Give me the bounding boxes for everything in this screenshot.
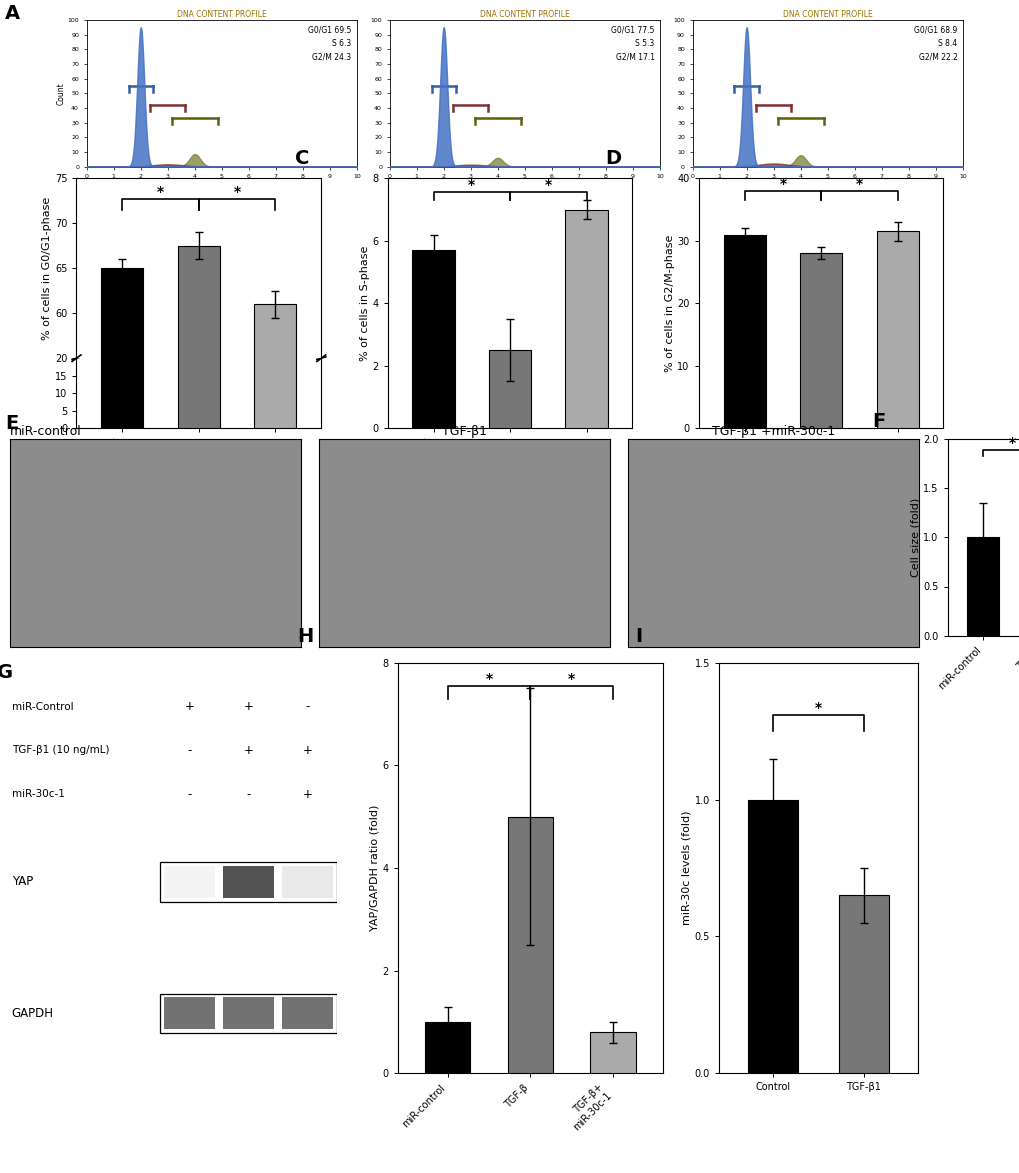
Bar <box>223 866 273 897</box>
Bar <box>281 866 332 897</box>
Text: miR-control: miR-control <box>10 425 82 438</box>
Text: *: * <box>1008 435 1015 449</box>
Bar <box>565 210 607 428</box>
Bar <box>875 231 918 428</box>
Text: G2/M 22.2: G2/M 22.2 <box>918 52 957 61</box>
Y-axis label: miR-30c levels (fold): miR-30c levels (fold) <box>682 811 691 925</box>
Text: A: A <box>5 4 20 22</box>
Text: *: * <box>233 185 240 199</box>
Bar <box>159 994 337 1033</box>
Text: C: C <box>294 149 309 168</box>
Text: F: F <box>871 412 884 430</box>
Text: miR-30c-1: miR-30c-1 <box>12 789 64 799</box>
Text: H: H <box>297 628 313 646</box>
Text: +: + <box>302 744 312 757</box>
Text: -: - <box>187 744 192 757</box>
Bar <box>223 997 273 1029</box>
Y-axis label: % of cells in G0/G1-phase: % of cells in G0/G1-phase <box>42 197 52 340</box>
Text: -: - <box>305 700 309 713</box>
Y-axis label: Cell size (fold): Cell size (fold) <box>910 497 919 577</box>
Bar <box>164 997 215 1029</box>
Bar <box>424 1022 470 1073</box>
Bar <box>101 201 144 428</box>
Bar <box>748 800 798 1073</box>
Text: G2/M 24.3: G2/M 24.3 <box>312 52 352 61</box>
Bar <box>799 253 842 428</box>
Title: TGF-β1: TGF-β1 <box>441 425 487 438</box>
Bar <box>722 235 765 428</box>
X-axis label: DNA CONTENT INDEX: DNA CONTENT INDEX <box>483 181 566 190</box>
Text: YAP: YAP <box>12 875 33 888</box>
Text: +: + <box>302 788 312 801</box>
Text: *: * <box>468 178 475 192</box>
Bar <box>177 192 220 428</box>
Text: *: * <box>157 185 164 199</box>
Text: +: + <box>184 700 195 713</box>
Text: S 8.4: S 8.4 <box>937 39 957 48</box>
Text: *: * <box>779 177 786 191</box>
Text: G0/G1 68.9: G0/G1 68.9 <box>913 26 957 35</box>
Text: S 5.3: S 5.3 <box>635 39 654 48</box>
X-axis label: DNA CONTENT INDEX: DNA CONTENT INDEX <box>786 181 868 190</box>
Bar <box>838 895 888 1073</box>
Bar <box>412 250 454 428</box>
Text: *: * <box>568 672 575 686</box>
Bar <box>966 537 999 636</box>
Text: TGF-β1 (10 ng/mL): TGF-β1 (10 ng/mL) <box>12 745 109 755</box>
Title: DNA CONTENT PROFILE: DNA CONTENT PROFILE <box>177 11 266 19</box>
Text: G0/G1 69.5: G0/G1 69.5 <box>308 26 352 35</box>
Title: TGF-β1 +miR-30c-1: TGF-β1 +miR-30c-1 <box>711 425 835 438</box>
Text: -: - <box>246 788 251 801</box>
Text: *: * <box>814 700 821 714</box>
Text: G2/M 17.1: G2/M 17.1 <box>614 52 654 61</box>
Text: miR-Control: miR-Control <box>12 701 73 712</box>
Text: +: + <box>244 700 253 713</box>
Bar <box>177 246 220 853</box>
Text: *: * <box>855 177 862 191</box>
Bar <box>101 269 144 853</box>
Text: *: * <box>485 672 492 686</box>
Title: DNA CONTENT PROFILE: DNA CONTENT PROFILE <box>480 11 569 19</box>
Text: -: - <box>187 788 192 801</box>
Bar <box>590 1032 636 1073</box>
Text: *: * <box>544 178 551 192</box>
Bar <box>281 997 332 1029</box>
Text: I: I <box>635 628 642 646</box>
Text: D: D <box>605 149 622 168</box>
Text: E: E <box>5 414 18 433</box>
Text: G0/G1 77.5: G0/G1 77.5 <box>610 26 654 35</box>
Bar <box>254 304 297 853</box>
Y-axis label: YAP/GAPDH ratio (fold): YAP/GAPDH ratio (fold) <box>369 805 379 931</box>
Text: +: + <box>244 744 253 757</box>
Title: DNA CONTENT PROFILE: DNA CONTENT PROFILE <box>783 11 871 19</box>
Y-axis label: % of cells in S-phase: % of cells in S-phase <box>359 245 369 361</box>
Bar <box>164 866 215 897</box>
Bar <box>159 862 337 902</box>
Bar <box>254 215 297 428</box>
X-axis label: DNA CONTENT INDEX: DNA CONTENT INDEX <box>180 181 263 190</box>
Bar <box>488 350 531 428</box>
Text: GAPDH: GAPDH <box>12 1006 54 1019</box>
Bar <box>507 816 552 1073</box>
Text: S 6.3: S 6.3 <box>332 39 352 48</box>
Y-axis label: Count: Count <box>57 82 66 104</box>
Text: G: G <box>0 663 13 682</box>
Y-axis label: % of cells in G2/M-phase: % of cells in G2/M-phase <box>663 235 674 372</box>
